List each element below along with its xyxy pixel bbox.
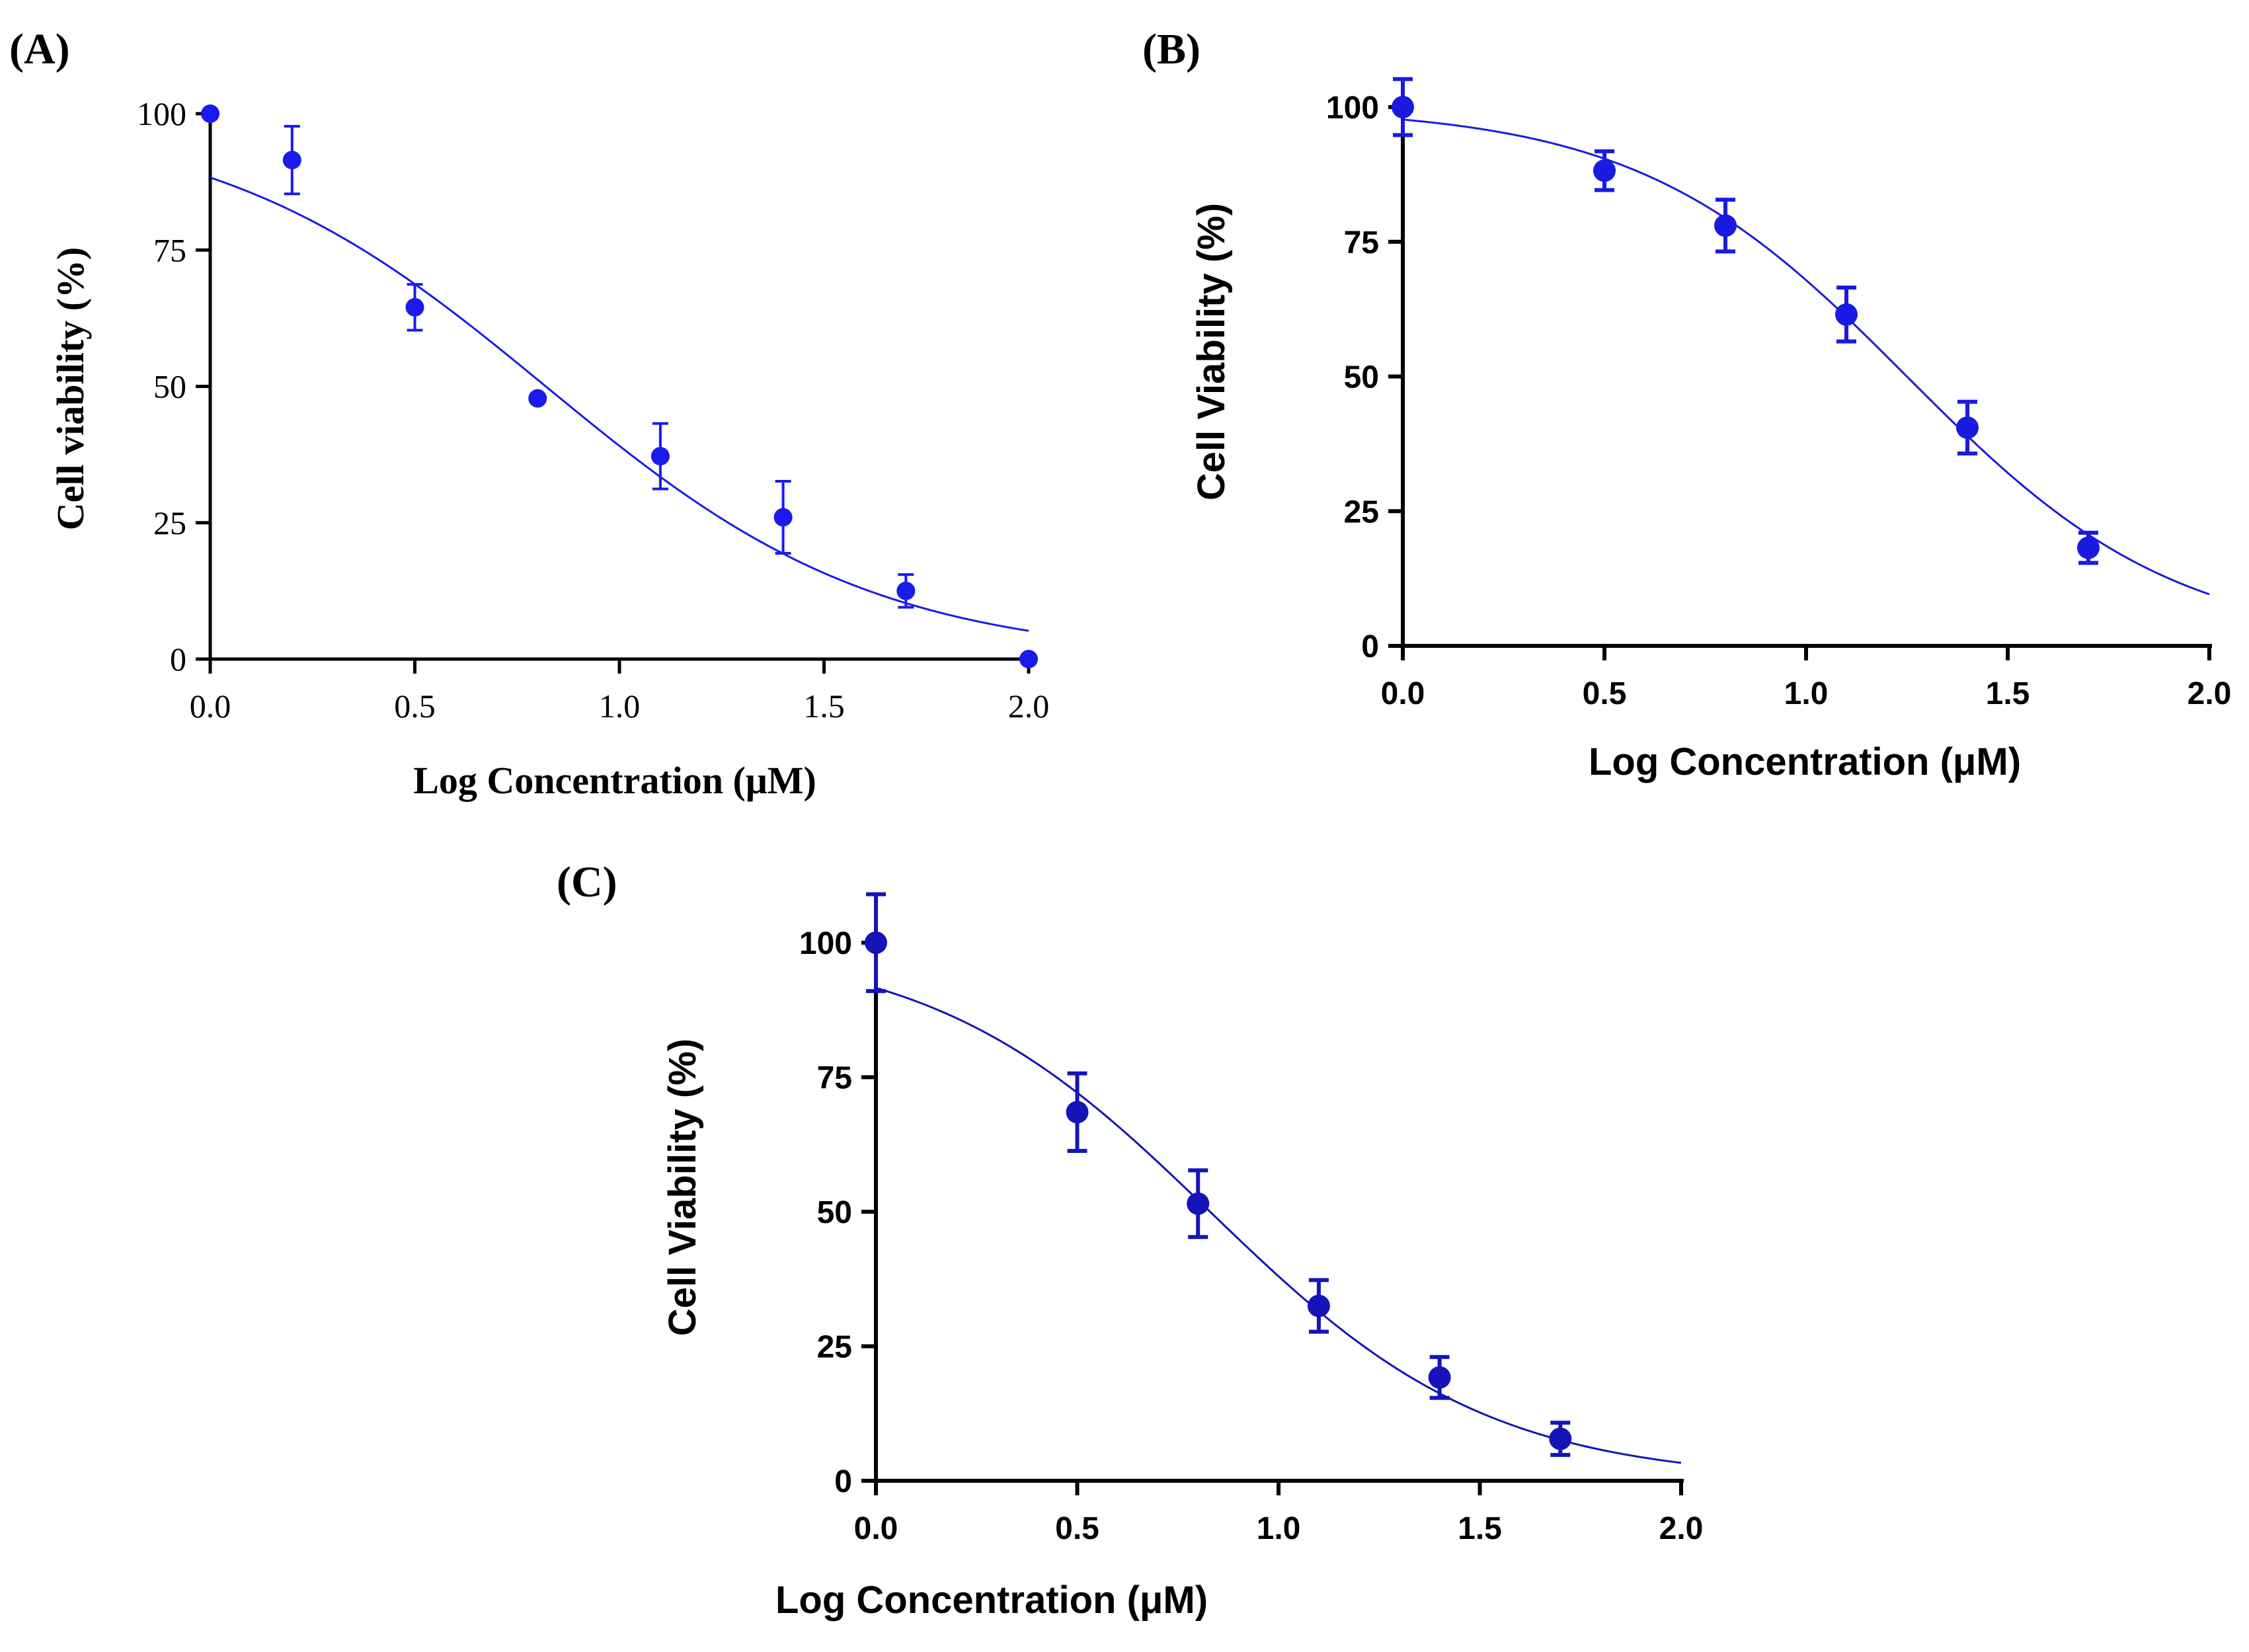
x-tick-label: 1.0 — [599, 688, 641, 725]
y-tick-label: 0 — [834, 1464, 852, 1499]
data-point — [1835, 303, 1858, 326]
y-tick-label: 100 — [799, 926, 852, 961]
data-point — [1593, 159, 1616, 182]
data-point — [201, 104, 219, 123]
data-point — [773, 508, 793, 527]
y-tick-label: 100 — [137, 95, 186, 132]
data-point — [1956, 416, 1979, 439]
data-point — [282, 151, 301, 170]
x-tick-label: 1.0 — [1257, 1511, 1301, 1546]
panel-c-label: (C) — [557, 858, 617, 906]
y-tick-label: 75 — [1344, 225, 1379, 260]
x-tick-label: 2.0 — [1008, 688, 1050, 725]
data-point — [528, 389, 547, 408]
x-tick-label: 0.5 — [1583, 676, 1627, 711]
y-tick-label: 50 — [1344, 360, 1379, 395]
data-point — [1066, 1101, 1089, 1124]
x-tick-label: 1.5 — [1458, 1511, 1502, 1546]
x-tick-label: 0.0 — [190, 688, 231, 725]
data-point — [1307, 1294, 1330, 1318]
fit-curve — [210, 177, 1029, 632]
data-point — [1549, 1427, 1572, 1450]
y-tick-label: 25 — [153, 504, 186, 541]
x-tick-label: 0.0 — [1381, 676, 1425, 711]
panel-a-label: (A) — [9, 25, 70, 73]
panel-b-y-axis-title: Cell Viability (%) — [1190, 203, 1233, 500]
panel-c-x-axis-title: Log Concentration (μM) — [775, 1579, 1208, 1622]
x-tick-label: 1.0 — [1784, 676, 1829, 711]
panel-b-x-axis-title: Log Concentration (μM) — [1589, 740, 2021, 783]
data-point — [896, 581, 916, 600]
y-tick-label: 75 — [153, 231, 186, 268]
data-point — [1019, 650, 1038, 668]
data-point — [2077, 536, 2100, 559]
y-tick-label: 0 — [1361, 629, 1379, 664]
y-tick-label: 100 — [1326, 91, 1379, 126]
panel-c-y-axis-title: Cell Viability (%) — [661, 1039, 704, 1336]
panel-a: (A) Log Concentration (μM) Cell viabilit… — [9, 25, 1049, 802]
y-tick-label: 50 — [817, 1195, 852, 1230]
fit-curve — [1402, 118, 2210, 596]
x-tick-label: 2.0 — [2188, 676, 2232, 711]
data-point — [405, 297, 424, 317]
y-tick-label: 25 — [1344, 494, 1379, 530]
y-tick-label: 25 — [817, 1330, 852, 1365]
data-point — [651, 447, 670, 466]
x-tick-label: 2.0 — [1659, 1511, 1704, 1546]
panel-c: (C) Log Concentration (μM) Cell Viabilit… — [557, 858, 1703, 1622]
panel-b-label: (B) — [1142, 25, 1201, 73]
data-point — [1187, 1192, 1210, 1215]
data-point — [1392, 96, 1414, 118]
panel-b: (B) Log Concentration (μM) Cell Viabilit… — [1142, 25, 2231, 783]
panel-a-x-axis-title: Log Concentration (μM) — [413, 759, 816, 802]
panel-a-y-axis-title: Cell viability (%) — [49, 247, 92, 531]
data-point — [865, 931, 887, 954]
x-tick-label: 0.0 — [854, 1511, 898, 1546]
x-tick-label: 0.5 — [1055, 1511, 1099, 1546]
data-point — [1428, 1366, 1451, 1389]
x-tick-label: 1.5 — [803, 688, 845, 725]
y-tick-label: 0 — [170, 641, 186, 678]
x-tick-label: 1.5 — [1986, 676, 2030, 711]
fit-curve — [875, 986, 1682, 1464]
y-tick-label: 75 — [817, 1061, 852, 1096]
data-point — [1714, 214, 1737, 237]
x-tick-label: 0.5 — [394, 688, 436, 725]
y-tick-label: 50 — [153, 368, 186, 405]
